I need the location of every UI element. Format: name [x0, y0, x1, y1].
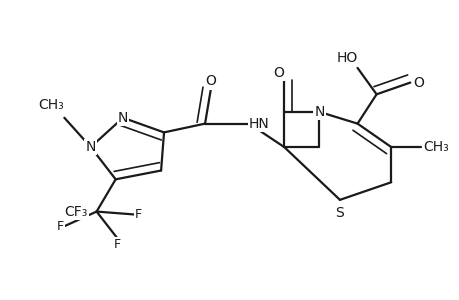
- Text: F: F: [113, 238, 120, 251]
- Text: S: S: [335, 206, 344, 220]
- Text: CH₃: CH₃: [423, 140, 448, 154]
- Text: HO: HO: [336, 51, 357, 65]
- Text: O: O: [412, 76, 423, 90]
- Text: HN: HN: [248, 117, 269, 130]
- Text: O: O: [273, 66, 284, 80]
- Text: O: O: [205, 74, 216, 88]
- Text: CH₃: CH₃: [39, 98, 64, 112]
- Text: N: N: [85, 140, 96, 154]
- Text: N: N: [313, 105, 324, 119]
- Text: F: F: [134, 208, 141, 221]
- Text: N: N: [118, 111, 128, 125]
- Text: CF₃: CF₃: [64, 205, 88, 219]
- Text: F: F: [57, 220, 64, 233]
